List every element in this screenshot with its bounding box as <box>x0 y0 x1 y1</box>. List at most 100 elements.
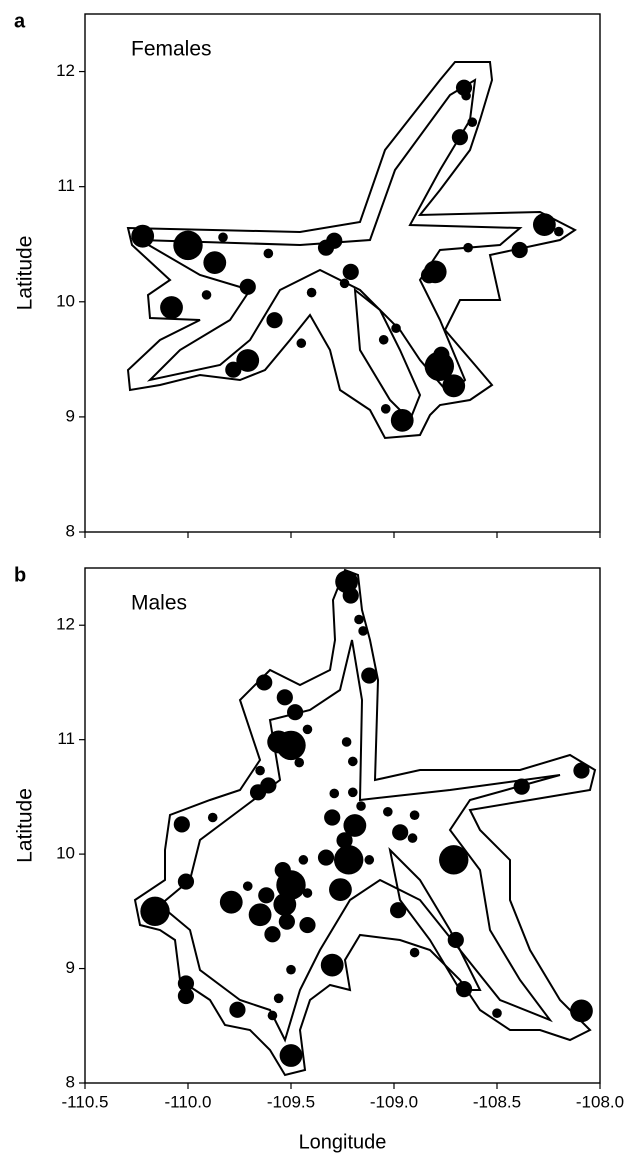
point <box>302 724 313 735</box>
point <box>263 248 274 259</box>
point <box>390 408 414 432</box>
point <box>409 810 420 820</box>
point <box>492 1008 502 1018</box>
point <box>554 226 564 237</box>
point <box>447 931 464 949</box>
point <box>278 913 295 930</box>
plot-frame <box>84 13 601 533</box>
point <box>463 242 473 253</box>
point <box>317 849 335 866</box>
point <box>356 801 366 811</box>
point <box>341 737 352 747</box>
point <box>433 346 450 363</box>
point <box>248 903 272 927</box>
y-tick-label: 8 <box>66 1072 75 1091</box>
contour <box>133 568 597 1077</box>
point <box>324 809 341 826</box>
point <box>287 704 304 721</box>
point <box>467 117 478 128</box>
point <box>267 1010 278 1021</box>
point <box>264 926 281 943</box>
y-axis-label: Latitude <box>14 788 37 863</box>
point <box>573 762 590 779</box>
contour <box>158 639 561 1043</box>
panel-label: a <box>14 10 26 32</box>
point <box>306 287 317 298</box>
x-tick-label: -108.0 <box>576 1092 624 1111</box>
point <box>361 667 378 684</box>
point <box>225 361 242 378</box>
point <box>339 278 350 289</box>
point <box>294 757 305 768</box>
point <box>298 855 309 865</box>
point <box>201 290 212 300</box>
point <box>354 614 364 625</box>
panel-title: Males <box>131 592 187 615</box>
point <box>364 855 375 865</box>
point <box>409 947 420 958</box>
x-tick-label: -110.0 <box>165 1092 212 1111</box>
point <box>455 981 473 998</box>
y-tick-label: 8 <box>66 521 75 540</box>
plot-frame <box>84 567 601 1084</box>
point <box>383 806 393 817</box>
point <box>513 778 530 795</box>
point <box>390 902 407 919</box>
point <box>302 888 313 898</box>
point <box>203 251 227 275</box>
point <box>391 323 401 334</box>
point <box>219 890 243 914</box>
y-tick-label: 10 <box>56 291 75 310</box>
point <box>286 964 296 975</box>
point <box>333 845 364 875</box>
point <box>461 90 471 101</box>
point <box>407 833 418 843</box>
point <box>266 312 283 329</box>
y-tick-label: 9 <box>66 958 75 977</box>
x-tick-label: -108.5 <box>473 1092 521 1111</box>
panel-label: b <box>14 564 26 586</box>
x-axis-label: Longitude <box>299 1131 387 1153</box>
point <box>274 862 291 879</box>
point <box>299 916 316 934</box>
point <box>236 349 260 372</box>
panel-title: Females <box>131 38 212 61</box>
y-tick-label: 11 <box>57 729 75 748</box>
point <box>570 999 593 1023</box>
point <box>511 241 528 259</box>
point <box>320 953 344 977</box>
point <box>348 787 358 798</box>
contour <box>126 61 577 440</box>
point <box>380 404 391 414</box>
point <box>177 873 195 890</box>
point <box>140 896 170 927</box>
point <box>173 816 190 833</box>
point <box>296 338 307 349</box>
y-axis-label: Latitude <box>14 236 37 311</box>
point <box>273 993 284 1004</box>
point <box>329 788 340 799</box>
point <box>336 832 353 849</box>
point <box>177 975 195 992</box>
point <box>392 824 409 841</box>
point <box>173 230 203 261</box>
point <box>242 881 253 891</box>
y-tick-label: 9 <box>66 406 75 425</box>
y-tick-label: 12 <box>56 615 75 634</box>
point <box>267 730 291 754</box>
point <box>239 278 256 295</box>
y-tick-label: 12 <box>56 61 75 80</box>
point <box>343 814 367 837</box>
point <box>451 129 469 146</box>
point <box>160 296 183 319</box>
point <box>177 987 195 1005</box>
x-tick-label: -109.5 <box>267 1092 315 1111</box>
point <box>131 224 155 248</box>
point <box>329 878 352 901</box>
y-tick-label: 11 <box>57 176 75 195</box>
point <box>342 587 359 604</box>
point <box>442 374 466 398</box>
point <box>326 232 343 249</box>
point <box>335 570 359 594</box>
